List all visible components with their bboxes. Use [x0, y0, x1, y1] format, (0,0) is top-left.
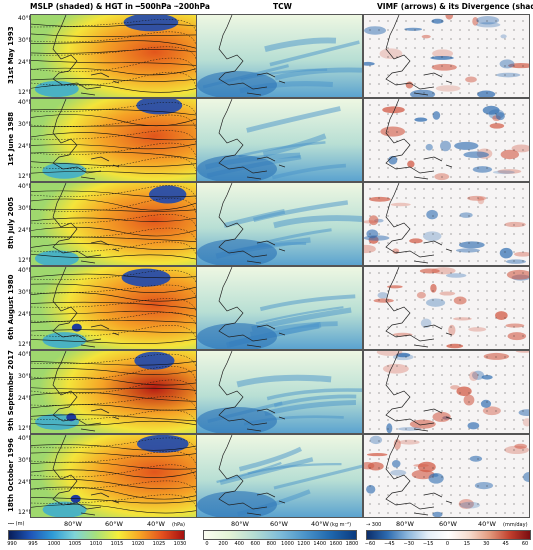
lat-label: 12°N [18, 173, 34, 180]
vimf-tick: 0 [445, 541, 450, 547]
map-panel-r2-c1 [30, 98, 197, 182]
title-col3: VIMF (arrows) & its Divergence (shaded) [377, 2, 533, 11]
lon-label-c1-1: 80°W [64, 520, 82, 528]
vimf-tick: 45 [502, 541, 509, 547]
row-label-5: 9th September 2017 [7, 350, 15, 432]
tcw-tick: 1800 [345, 541, 359, 547]
lon-label-c2-3: 40°W [311, 520, 329, 528]
vimf-tick: −15 [422, 541, 434, 547]
map-panel-r3-c2 [196, 182, 363, 266]
map-panel-r5-c3 [363, 350, 530, 434]
lat-label: 30°N [18, 121, 34, 128]
mslp-colorbar [8, 530, 185, 540]
tcw-tick: 600 [250, 541, 261, 547]
tcw-tick: 1400 [313, 541, 327, 547]
map-panel-r2-c3 [363, 98, 530, 182]
mslp-unit: (hPa) [172, 522, 185, 528]
map-panel-r3-c3 [363, 182, 530, 266]
lat-label: 24°N [18, 143, 34, 150]
title-col2: TCW [273, 2, 292, 11]
mslp-tick: 995 [28, 541, 38, 547]
lat-label: 30°N [18, 289, 34, 296]
lon-label-c2-2: 60°W [270, 520, 288, 528]
lat-label: 12°N [18, 257, 34, 264]
lon-label-c1-2: 60°W [105, 520, 123, 528]
mslp-tick: 990 [7, 541, 17, 547]
hgt-legend: ┅┅ (m) [8, 521, 25, 527]
vimf-tick: 60 [521, 541, 529, 547]
mslp-tick: 1030 [173, 541, 187, 547]
map-panel-r1-c3 [363, 14, 530, 98]
mslp-tick: 1010 [89, 541, 103, 547]
lat-label: 24°N [18, 395, 34, 402]
row-label-3: 8th July 2005 [7, 196, 15, 250]
vimf-tick: −30 [403, 541, 415, 547]
map-panel-r3-c1 [30, 182, 197, 266]
lon-label-c3-3: 40°W [478, 520, 496, 528]
tcw-tick: 1600 [329, 541, 343, 547]
map-panel-r4-c2 [196, 266, 363, 350]
vimf-tick: 30 [483, 541, 490, 547]
map-panel-r2-c2 [196, 98, 363, 182]
mslp-tick: 1025 [152, 541, 166, 547]
lat-label: 30°N [18, 205, 34, 212]
lat-label: 30°N [18, 457, 34, 464]
lat-label: 24°N [18, 227, 34, 234]
title-col1: MSLP (shaded) & HGT in ━500hPa ┅200hPa [30, 2, 210, 11]
tcw-colorbar [203, 530, 357, 540]
map-panel-r6-c2 [196, 434, 363, 518]
tcw-tick: 0 [205, 541, 209, 547]
map-panel-r6-c3 [363, 434, 530, 518]
tcw-tick: 200 [218, 541, 228, 547]
row-label-4: 6th August 1980 [7, 274, 15, 340]
map-panel-r4-c1 [30, 266, 197, 350]
lat-label: 30°N [18, 373, 34, 380]
vimf-tick: −60 [364, 541, 376, 547]
lat-label: 12°N [18, 341, 34, 348]
mslp-tick: 1020 [131, 541, 145, 547]
row-label-6: 18th October 1996 [7, 438, 15, 512]
lat-label: 40°N [18, 99, 34, 106]
row-label-1: 31st May 1993 [7, 26, 15, 84]
tcw-unit: (kg m⁻²) [330, 522, 352, 528]
lat-label: 30°N [18, 37, 34, 44]
lat-label: 12°N [18, 509, 34, 516]
lat-label: 24°N [18, 311, 34, 318]
tcw-tick: 1000 [281, 541, 294, 547]
mslp-tick: 1000 [47, 541, 61, 547]
tcw-tick: 1200 [297, 541, 311, 547]
vimf-colorbar [366, 530, 531, 540]
map-panel-r1-c1 [30, 14, 197, 98]
lon-label-c3-1: 80°W [396, 520, 414, 528]
lon-label-c3-2: 60°W [439, 520, 457, 528]
map-panel-r5-c1 [30, 350, 197, 434]
map-panel-r4-c3 [363, 266, 530, 350]
mslp-tick: 1015 [110, 541, 124, 547]
tcw-tick: 400 [234, 541, 244, 547]
vimf-legend: → 300 [366, 522, 382, 528]
lat-label: 40°N [18, 267, 34, 274]
map-panel-r1-c2 [196, 14, 363, 98]
lat-label: 40°N [18, 183, 34, 190]
vimf-unit: (mm/day) [503, 522, 528, 528]
vimf-tick: 15 [463, 541, 471, 547]
lat-label: 40°N [18, 435, 34, 442]
lat-label: 40°N [18, 351, 34, 358]
lat-label: 12°N [18, 89, 34, 96]
lat-label: 40°N [18, 15, 34, 22]
lat-label: 12°N [18, 425, 34, 432]
mslp-tick: 1005 [68, 541, 82, 547]
vimf-tick: −45 [384, 541, 395, 547]
lon-label-c2-1: 80°W [231, 520, 249, 528]
tcw-tick: 800 [266, 541, 277, 547]
row-label-2: 1st June 1988 [7, 111, 15, 167]
map-panel-r6-c1 [30, 434, 197, 518]
lat-label: 24°N [18, 59, 34, 66]
map-panel-r5-c2 [196, 350, 363, 434]
lon-label-c1-3: 40°W [147, 520, 165, 528]
lat-label: 24°N [18, 479, 34, 486]
